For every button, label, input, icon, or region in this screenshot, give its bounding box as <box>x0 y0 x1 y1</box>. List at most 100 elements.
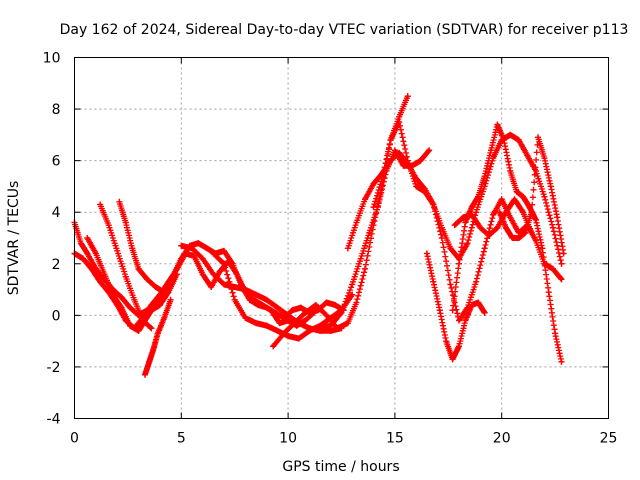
scatter-point <box>468 204 475 211</box>
scatter-point <box>225 258 232 265</box>
scatter-point <box>481 245 488 252</box>
y-axis-label: SDTVAR / TECUs <box>6 181 22 296</box>
scatter-point <box>387 157 394 164</box>
scatter-point <box>430 278 437 285</box>
scatter-point <box>323 299 330 306</box>
scatter-point <box>122 219 129 226</box>
scatter-point <box>253 291 260 298</box>
scatter-point <box>520 209 527 216</box>
scatter-point <box>208 283 215 290</box>
scatter-point <box>88 265 95 272</box>
scatter-point <box>285 317 292 324</box>
scatter-point <box>127 304 134 311</box>
scatter-point <box>280 330 287 337</box>
scatter-point <box>560 250 567 257</box>
scatter-point <box>496 209 503 216</box>
scatter-point <box>370 180 377 187</box>
scatter-point <box>404 93 411 100</box>
scatter-point <box>558 358 565 365</box>
scatter-point <box>242 314 249 321</box>
scatter-point <box>231 283 238 290</box>
scatter-point <box>490 211 497 218</box>
scatter-point <box>357 255 364 262</box>
scatter-point <box>477 224 484 231</box>
scatter-point <box>317 325 324 332</box>
scatter-point <box>156 291 163 298</box>
scatter-point <box>438 235 445 241</box>
series-track-l <box>370 118 565 324</box>
x-axis-label: GPS time / hours <box>282 459 399 475</box>
scatter-point <box>502 209 509 216</box>
scatter-point <box>327 327 334 334</box>
grid <box>74 57 609 419</box>
scatter-point <box>263 322 270 329</box>
scatter-point <box>541 155 548 162</box>
scatter-point <box>349 281 356 288</box>
series-track-m <box>423 250 488 363</box>
scatter-point <box>167 296 174 303</box>
scatter-point <box>532 216 539 223</box>
scatter-point <box>473 209 480 216</box>
scatter-point <box>165 278 172 285</box>
scatter-point <box>468 302 475 309</box>
scatter-point <box>532 237 539 244</box>
y-tick-label: 10 <box>43 51 61 67</box>
scatter-point <box>366 229 373 236</box>
scatter-point <box>263 296 270 303</box>
scatter-point <box>105 222 112 229</box>
x-tick-label: 20 <box>493 431 511 447</box>
scatter-point <box>150 345 157 352</box>
scatter-point <box>109 291 116 298</box>
scatter-point <box>535 134 542 141</box>
scatter-point <box>549 224 556 231</box>
scatter-point <box>426 147 433 154</box>
scatter-point <box>481 309 488 316</box>
scatter-point <box>423 250 430 257</box>
scatter-point <box>161 289 168 296</box>
scatter-point <box>396 113 403 120</box>
scatter-point <box>152 283 159 290</box>
scatter-point <box>310 309 317 316</box>
scatter-point <box>129 245 136 252</box>
y-tick-label: -4 <box>47 412 61 428</box>
scatter-point <box>462 317 469 324</box>
series-track-d <box>97 201 155 332</box>
scatter-point <box>344 320 351 327</box>
chart-title: Day 162 of 2024, Sidereal Day-to-day VTE… <box>60 22 629 38</box>
y-tick-label: 2 <box>52 257 61 273</box>
scatter-point <box>295 335 302 342</box>
scatter-point <box>259 302 266 309</box>
scatter-point <box>203 245 210 252</box>
scatter-point <box>430 201 437 208</box>
scatter-point <box>528 229 535 236</box>
scatter-point <box>549 265 556 272</box>
scatter-point <box>494 224 501 231</box>
scatter-point <box>507 214 514 221</box>
scatter-point <box>443 338 450 345</box>
scatter-point <box>370 204 377 211</box>
scatter-point <box>302 309 309 316</box>
scatter-point <box>242 286 249 293</box>
scatter-point <box>455 343 462 350</box>
scatter-point <box>515 137 522 144</box>
scatter-point <box>552 330 559 337</box>
scatter-point <box>199 255 206 262</box>
scatter-point <box>253 320 260 327</box>
scatter-point <box>507 167 514 174</box>
scatter-point <box>285 332 292 339</box>
series-track-k <box>344 131 565 267</box>
scatter-point <box>391 147 398 154</box>
x-tick-label: 15 <box>386 431 404 447</box>
scatter-point <box>462 219 469 226</box>
scatter-point <box>101 271 108 278</box>
scatter-point <box>148 302 155 309</box>
scatter-point <box>387 137 394 144</box>
scatter-point <box>464 240 471 247</box>
scatter-point <box>554 214 561 221</box>
scatter-point-group <box>116 198 168 296</box>
scatter-point <box>141 371 148 378</box>
scatter-point <box>131 296 138 303</box>
series-track-h <box>210 250 356 342</box>
scatter-point <box>156 302 163 309</box>
series-track-c <box>84 235 181 334</box>
